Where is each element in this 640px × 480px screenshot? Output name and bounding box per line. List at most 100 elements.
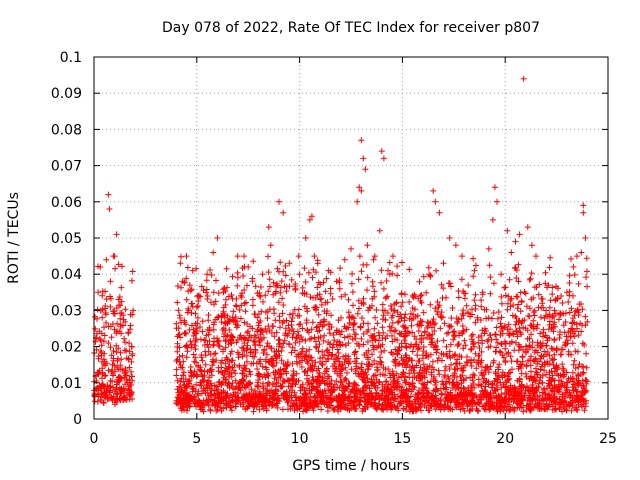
data-point <box>546 401 553 408</box>
data-point <box>351 349 358 356</box>
data-point <box>408 404 415 411</box>
data-point <box>537 344 544 351</box>
data-point <box>349 270 356 277</box>
data-point <box>426 407 433 414</box>
data-point <box>462 295 468 302</box>
data-point <box>430 187 437 194</box>
data-point <box>193 373 200 380</box>
data-point <box>121 347 128 354</box>
data-point <box>301 392 308 399</box>
data-point <box>233 303 240 310</box>
data-point <box>218 312 225 319</box>
data-point <box>421 329 428 336</box>
data-point <box>330 341 337 348</box>
data-point <box>277 374 284 381</box>
data-point <box>326 349 333 356</box>
data-point <box>345 309 352 316</box>
data-point <box>448 315 455 321</box>
data-point <box>490 310 497 316</box>
data-point <box>288 276 295 283</box>
data-point <box>306 346 313 353</box>
data-point <box>228 373 235 380</box>
data-point <box>236 364 243 370</box>
data-point <box>558 351 565 358</box>
data-point <box>520 408 527 415</box>
data-point <box>128 277 135 284</box>
data-point <box>299 381 306 388</box>
data-point <box>184 382 191 389</box>
data-point <box>473 365 480 372</box>
data-point <box>551 307 558 314</box>
data-point <box>383 278 390 284</box>
data-point <box>481 406 488 412</box>
data-point <box>418 292 425 298</box>
y-tick-label: 0.05 <box>51 231 82 247</box>
data-point <box>527 322 534 329</box>
data-point <box>437 396 444 403</box>
data-point <box>449 406 456 413</box>
data-point <box>296 271 303 278</box>
data-point <box>341 334 348 341</box>
data-point <box>328 312 334 319</box>
data-point <box>229 380 236 386</box>
data-point <box>120 312 127 319</box>
data-point <box>435 367 442 374</box>
data-point <box>192 388 199 394</box>
data-point <box>309 374 316 381</box>
data-point <box>377 371 384 378</box>
data-point <box>409 329 416 336</box>
data-point <box>517 361 524 368</box>
data-point <box>267 387 273 394</box>
data-point <box>181 396 188 403</box>
data-point <box>547 381 553 388</box>
data-point <box>101 350 108 357</box>
data-point <box>518 299 525 305</box>
data-point <box>340 353 346 360</box>
data-point <box>494 198 500 205</box>
data-point <box>334 346 341 353</box>
data-point <box>431 321 437 328</box>
data-point <box>559 408 566 415</box>
data-point <box>428 341 434 348</box>
data-point <box>418 339 425 346</box>
data-point <box>504 403 511 410</box>
data-point <box>389 319 396 326</box>
data-point <box>423 289 430 296</box>
data-point <box>286 327 293 334</box>
data-point <box>276 198 282 205</box>
data-point <box>191 358 198 365</box>
data-point <box>255 392 262 399</box>
data-point <box>390 253 396 260</box>
data-point <box>415 295 422 302</box>
data-point <box>123 377 130 384</box>
data-point <box>488 315 495 322</box>
data-point <box>266 395 273 402</box>
data-point <box>434 299 441 305</box>
data-point <box>551 398 558 405</box>
data-point <box>288 318 295 325</box>
data-point <box>220 348 226 355</box>
data-point <box>417 403 424 410</box>
data-point <box>360 341 367 348</box>
data-point <box>531 349 538 356</box>
data-point <box>452 242 459 249</box>
data-point <box>401 394 408 401</box>
data-point <box>234 349 241 356</box>
data-point <box>223 400 230 406</box>
data-point <box>315 373 321 380</box>
data-point <box>452 360 459 367</box>
data-point <box>110 372 117 379</box>
data-point <box>244 329 251 336</box>
data-point <box>446 280 453 287</box>
data-point <box>525 357 532 364</box>
data-point <box>409 380 416 387</box>
data-point <box>515 301 522 308</box>
data-point <box>524 383 530 390</box>
data-point <box>268 345 275 352</box>
data-point <box>371 253 378 260</box>
data-point <box>318 295 325 302</box>
data-point <box>492 369 499 375</box>
data-point <box>443 384 450 391</box>
data-point <box>559 361 566 368</box>
data-point <box>324 408 331 414</box>
